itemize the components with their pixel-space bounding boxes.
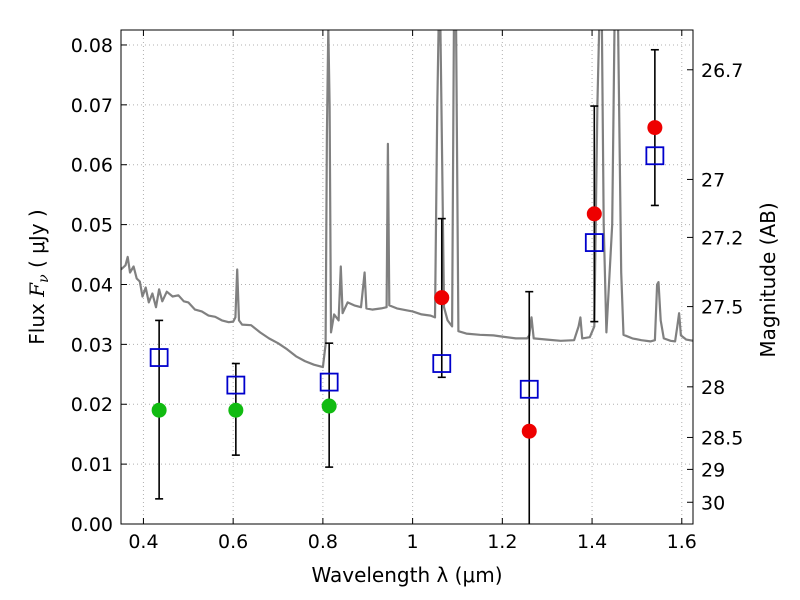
x-tick-label: 1.2	[487, 531, 517, 553]
right-tick-label: 28	[701, 377, 725, 399]
x-tick-label: 0.4	[128, 531, 158, 553]
x-tick-label: 1.4	[577, 531, 607, 553]
model-photometry-square	[226, 375, 246, 395]
model-photometry-square	[149, 348, 169, 367]
y-tick-label: 0.02	[71, 394, 113, 416]
x-tick-label: 1	[407, 531, 419, 553]
observed-point	[228, 402, 244, 418]
x-tick-label: 0.6	[218, 531, 248, 553]
model-photometry-square	[584, 233, 604, 252]
observed-point	[647, 120, 663, 136]
model-photometry-layer	[149, 146, 665, 399]
y-tick-label: 0.06	[71, 155, 113, 177]
model-photometry-square	[432, 354, 452, 373]
y-tick-label: 0.08	[71, 35, 113, 57]
model-photometry-square	[319, 372, 339, 392]
x-axis-title: Wavelength λ (μm)	[311, 563, 502, 587]
x-axis-ticks: 0.4 0.6 0.8 1 1.2 1.4 1.6	[128, 30, 697, 553]
y-tick-label: 0.00	[71, 514, 113, 536]
right-tick-label: 27	[701, 169, 725, 191]
right-axis-ticks: 26.7 27 27.2 27.5 28 28.5 29 30	[687, 60, 743, 514]
grid	[121, 30, 693, 525]
right-tick-label: 27.2	[701, 227, 743, 249]
y-tick-label: 0.01	[71, 454, 113, 476]
y-tick-label: 0.03	[71, 334, 113, 356]
observed-point	[321, 398, 337, 414]
right-tick-label: 28.5	[701, 427, 743, 449]
observed-points-layer	[151, 120, 663, 439]
right-tick-label: 29	[701, 459, 725, 481]
right-tick-label: 27.5	[701, 297, 743, 319]
observed-point	[434, 290, 450, 306]
observed-point	[151, 402, 167, 418]
model-photometry-square	[645, 146, 665, 166]
observed-point	[521, 423, 537, 439]
observed-point	[586, 206, 602, 222]
model-spectrum-layer	[121, 30, 693, 369]
y-axis-title: Flux Fν ( μJy )	[25, 209, 52, 344]
plot-frame	[120, 29, 694, 525]
model-photometry-square	[519, 379, 539, 399]
y-tick-label: 0.05	[71, 215, 113, 237]
right-tick-label: 30	[701, 492, 725, 514]
x-tick-label: 0.8	[308, 531, 338, 553]
right-axis-title: Magnitude (AB)	[756, 202, 780, 357]
y-tick-label: 0.04	[71, 274, 113, 296]
x-tick-label: 1.6	[667, 531, 697, 553]
model-spectrum-line	[121, 30, 693, 369]
y-axis-ticks: 0.00 0.01 0.02 0.03 0.04 0.05 0.06 0.07 0.08	[71, 35, 127, 536]
right-tick-label: 26.7	[701, 60, 743, 82]
y-tick-label: 0.07	[71, 95, 113, 117]
errorbar-layer	[155, 48, 659, 524]
